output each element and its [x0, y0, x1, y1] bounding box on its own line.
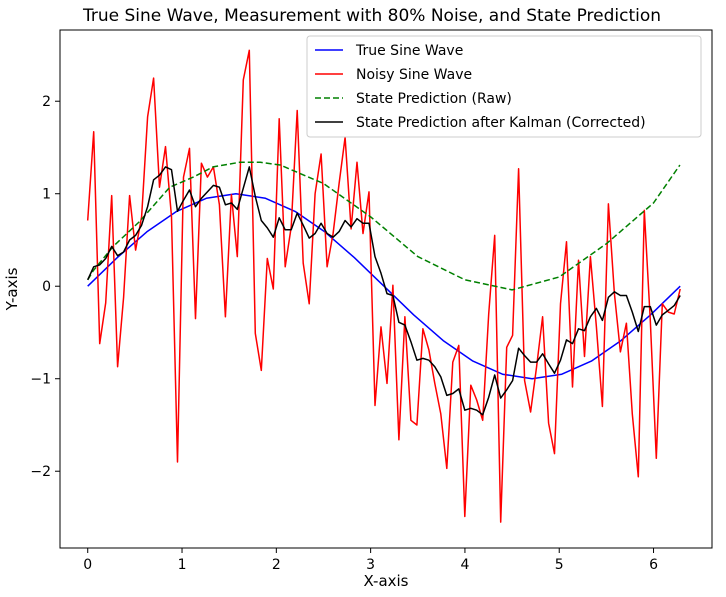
y-tick-label: 2 — [42, 94, 51, 110]
x-tick-label: 6 — [649, 557, 658, 573]
legend-box — [306, 35, 702, 138]
y-tick-label: 0 — [42, 279, 51, 295]
chart-title: True Sine Wave, Measurement with 80% Noi… — [82, 6, 661, 26]
legend-label-state-prediction-after-kalman-corrected: State Prediction after Kalman (Corrected… — [356, 115, 646, 131]
y-axis-label: Y-axis — [3, 267, 21, 311]
x-axis-label: X-axis — [364, 572, 409, 590]
series-state-prediction-raw — [87, 161, 681, 291]
x-tick-label: 2 — [272, 557, 281, 573]
x-tick-label: 5 — [555, 557, 564, 573]
legend-label-state-prediction-raw: State Prediction (Raw) — [356, 91, 512, 107]
series-noisy-sine-wave — [86, 49, 681, 523]
series-state-prediction-after-kalman-corrected — [87, 166, 681, 416]
plot-frame — [59, 29, 713, 549]
legend: True Sine Wave Noisy Sine Wave State Predi… — [306, 35, 702, 138]
legend-label-noisy-sine-wave: Noisy Sine Wave — [356, 67, 472, 83]
y-tick-label: −1 — [30, 372, 51, 388]
series-true-sine-wave — [87, 192, 681, 380]
x-tick-label: 1 — [178, 557, 187, 573]
y-tick-label: 1 — [42, 187, 51, 203]
x-tick-label: 0 — [83, 557, 92, 573]
x-tick-label: 4 — [460, 557, 469, 573]
legend-label-true-sine-wave: True Sine Wave — [355, 43, 463, 59]
y-tick-label: −2 — [30, 464, 51, 480]
x-tick-label: 3 — [366, 557, 375, 573]
